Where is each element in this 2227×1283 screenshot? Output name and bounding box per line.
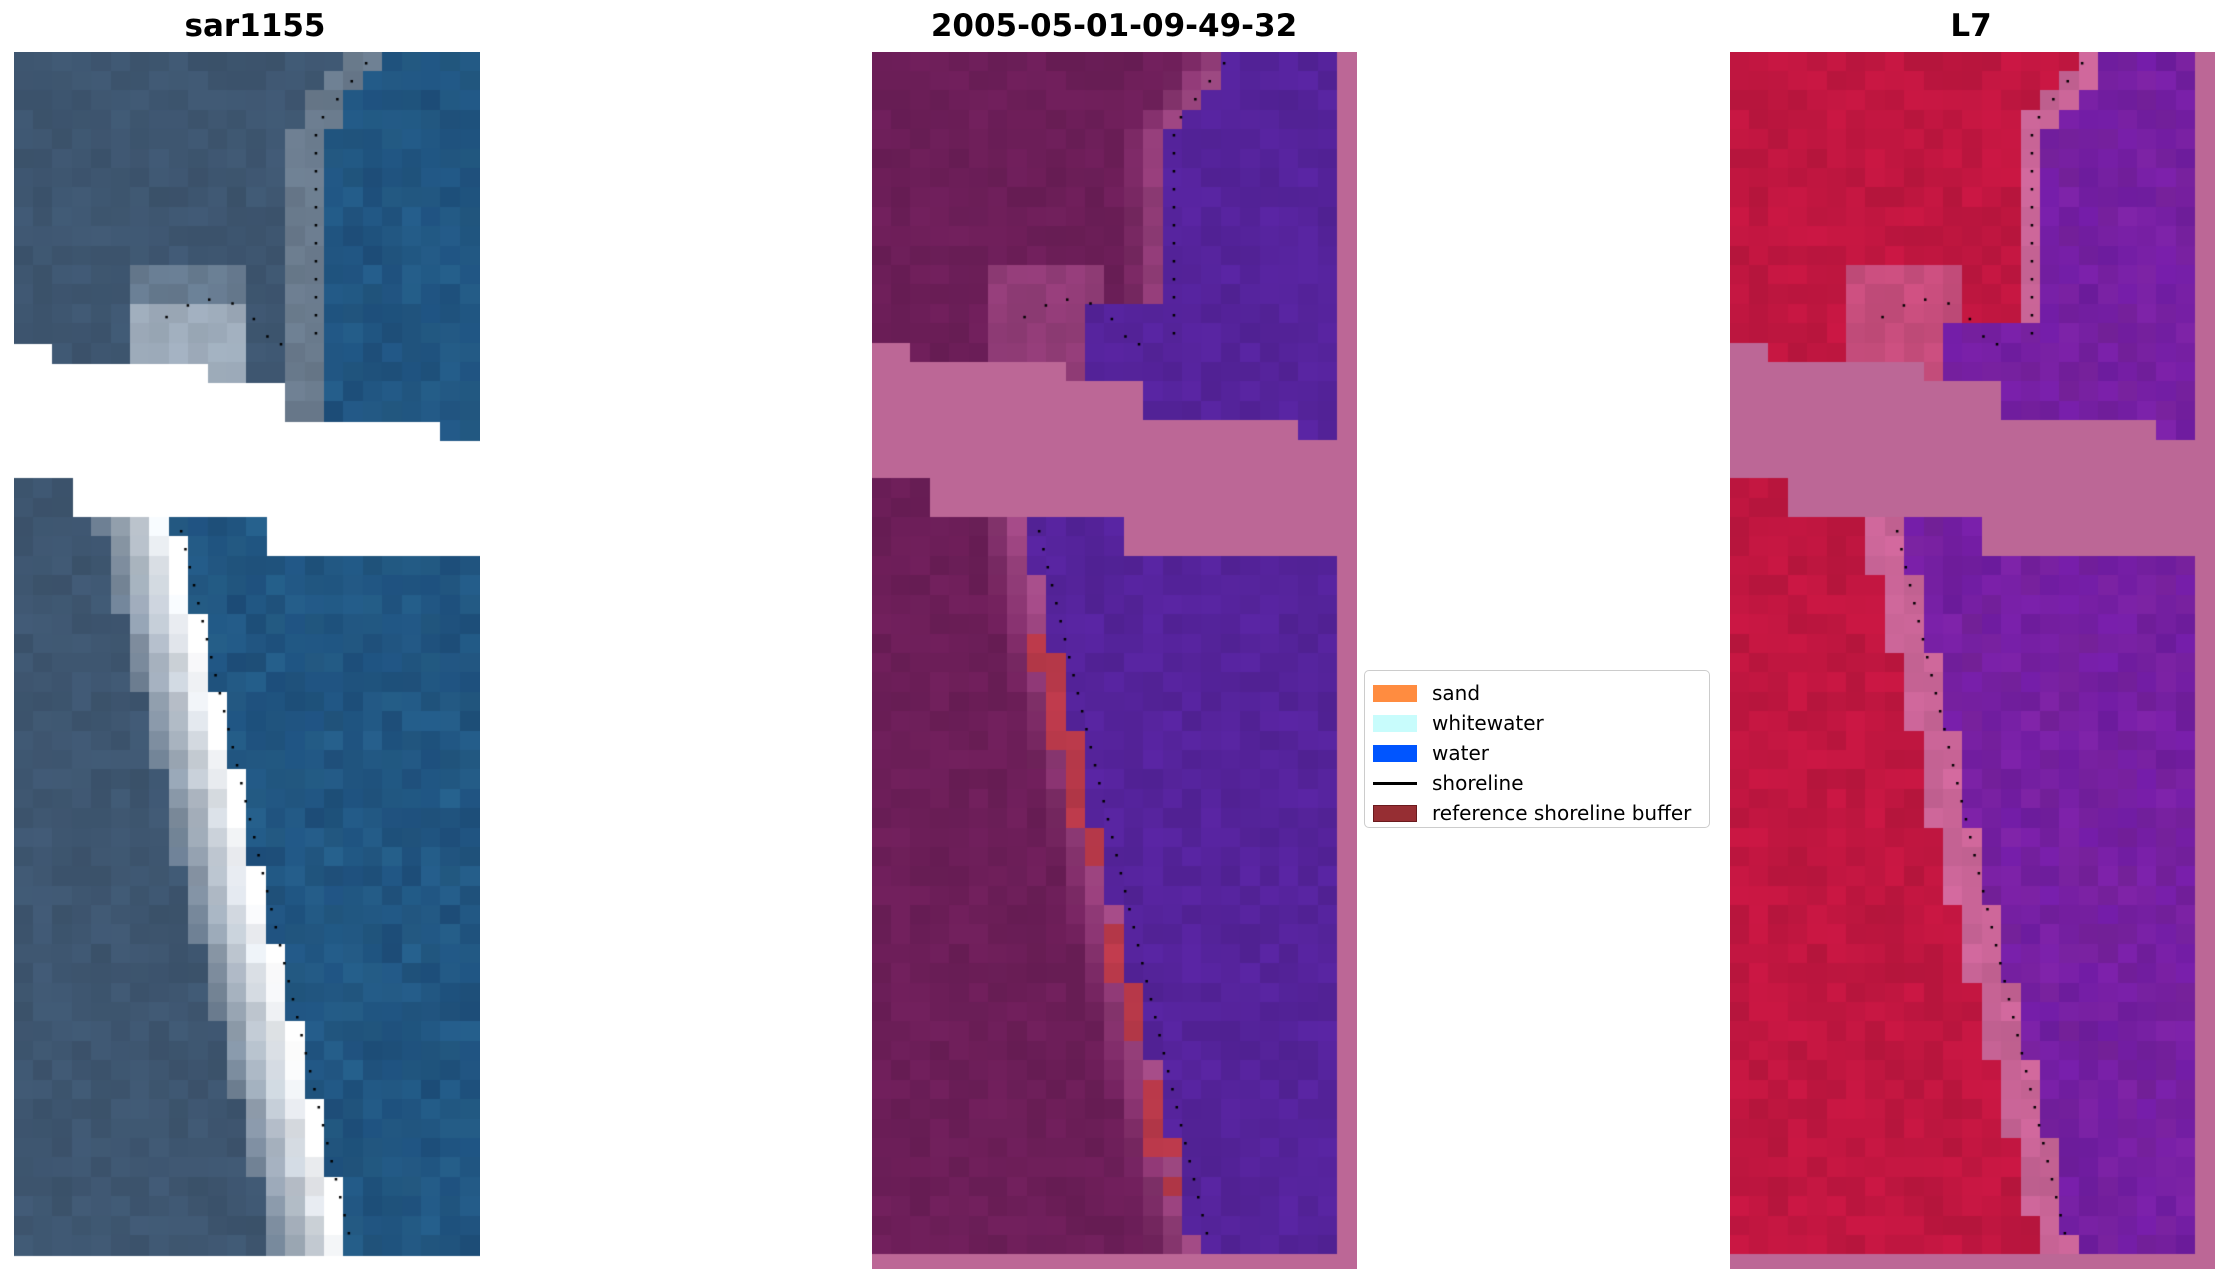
legend: sand whitewater water shoreline referenc… (1364, 670, 1710, 828)
legend-swatch-buffer (1373, 804, 1417, 822)
legend-swatch-water (1373, 744, 1417, 762)
legend-item-sand: sand (1373, 678, 1709, 708)
rgb-image-panel (14, 52, 480, 1269)
panel-title-rgb: sar1155 (184, 8, 326, 44)
l7-image-panel (1730, 52, 2215, 1269)
panel-title-l7: L7 (1950, 8, 1992, 44)
legend-item-shoreline: shoreline (1373, 768, 1709, 798)
legend-item-water: water (1373, 738, 1709, 768)
legend-label: water (1432, 741, 1489, 765)
legend-swatch-whitewater (1373, 714, 1417, 732)
legend-label: whitewater (1432, 711, 1544, 735)
classification-image-panel (872, 52, 1357, 1269)
legend-label: sand (1432, 681, 1481, 705)
panel-title-classification: 2005-05-01-09-49-32 (930, 8, 1298, 44)
legend-swatch-sand (1373, 684, 1417, 702)
legend-label: shoreline (1432, 771, 1524, 795)
legend-label: reference shoreline buffer (1432, 801, 1692, 825)
legend-item-whitewater: whitewater (1373, 708, 1709, 738)
legend-line-shoreline (1373, 781, 1417, 785)
legend-item-buffer: reference shoreline buffer (1373, 798, 1709, 828)
